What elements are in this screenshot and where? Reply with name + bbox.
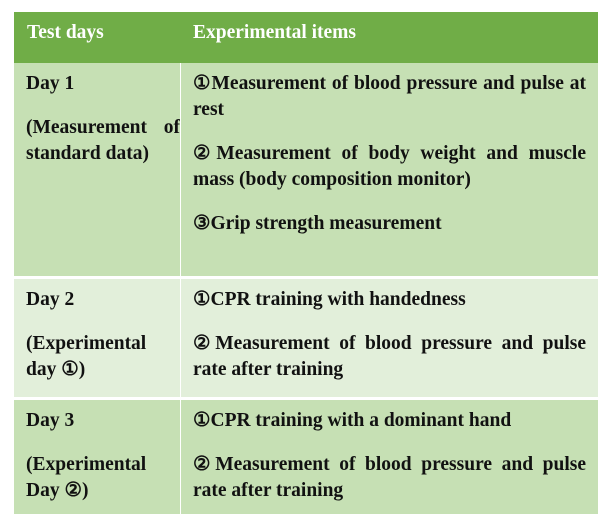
experimental-item: ②Measurement of blood pressure and pulse… bbox=[193, 454, 586, 501]
day-note: (Experimental Day ②) bbox=[26, 454, 147, 501]
day-note: (Measurement of standard data) bbox=[26, 117, 180, 164]
experiment-schedule-table: Test days Experimental items Day 1 (Meas… bbox=[14, 12, 598, 514]
day-label: Day 2 bbox=[26, 289, 75, 310]
experimental-item: ①CPR training with a dominant hand bbox=[193, 410, 512, 431]
table-header-row: Test days Experimental items bbox=[14, 12, 598, 63]
day-cell: Day 3 (Experimental Day ②) bbox=[14, 400, 180, 514]
table-row-day-2: Day 2 (Experimental day ①) ①CPR training… bbox=[14, 279, 598, 397]
experimental-item: ②Measurement of blood pressure and pulse… bbox=[193, 333, 586, 380]
row-divider bbox=[14, 397, 598, 400]
items-cell: ①CPR training with handedness ②Measureme… bbox=[181, 279, 598, 397]
experimental-item: ①CPR training with handedness bbox=[193, 289, 466, 310]
day-cell: Day 1 (Measurement of standard data) bbox=[14, 63, 180, 278]
day-cell: Day 2 (Experimental day ①) bbox=[14, 279, 180, 397]
experimental-item: ②Measurement of body weight and muscle m… bbox=[193, 143, 586, 190]
day-label: Day 1 bbox=[26, 73, 75, 94]
header-experimental-items: Experimental items bbox=[193, 22, 357, 43]
day-label: Day 3 bbox=[26, 410, 75, 431]
row-divider bbox=[14, 276, 598, 279]
table-row-day-3: Day 3 (Experimental Day ②) ①CPR training… bbox=[14, 400, 598, 514]
items-cell: ①Measurement of blood pressure and pulse… bbox=[181, 63, 598, 278]
experimental-item: ③Grip strength measurement bbox=[193, 213, 442, 234]
experimental-item: ①Measurement of blood pressure and pulse… bbox=[193, 73, 586, 120]
header-test-days: Test days bbox=[27, 22, 104, 43]
items-cell: ①CPR training with a dominant hand ②Meas… bbox=[181, 400, 598, 514]
table-row-day-1: Day 1 (Measurement of standard data) ①Me… bbox=[14, 63, 598, 278]
day-note: (Experimental day ①) bbox=[26, 333, 147, 380]
